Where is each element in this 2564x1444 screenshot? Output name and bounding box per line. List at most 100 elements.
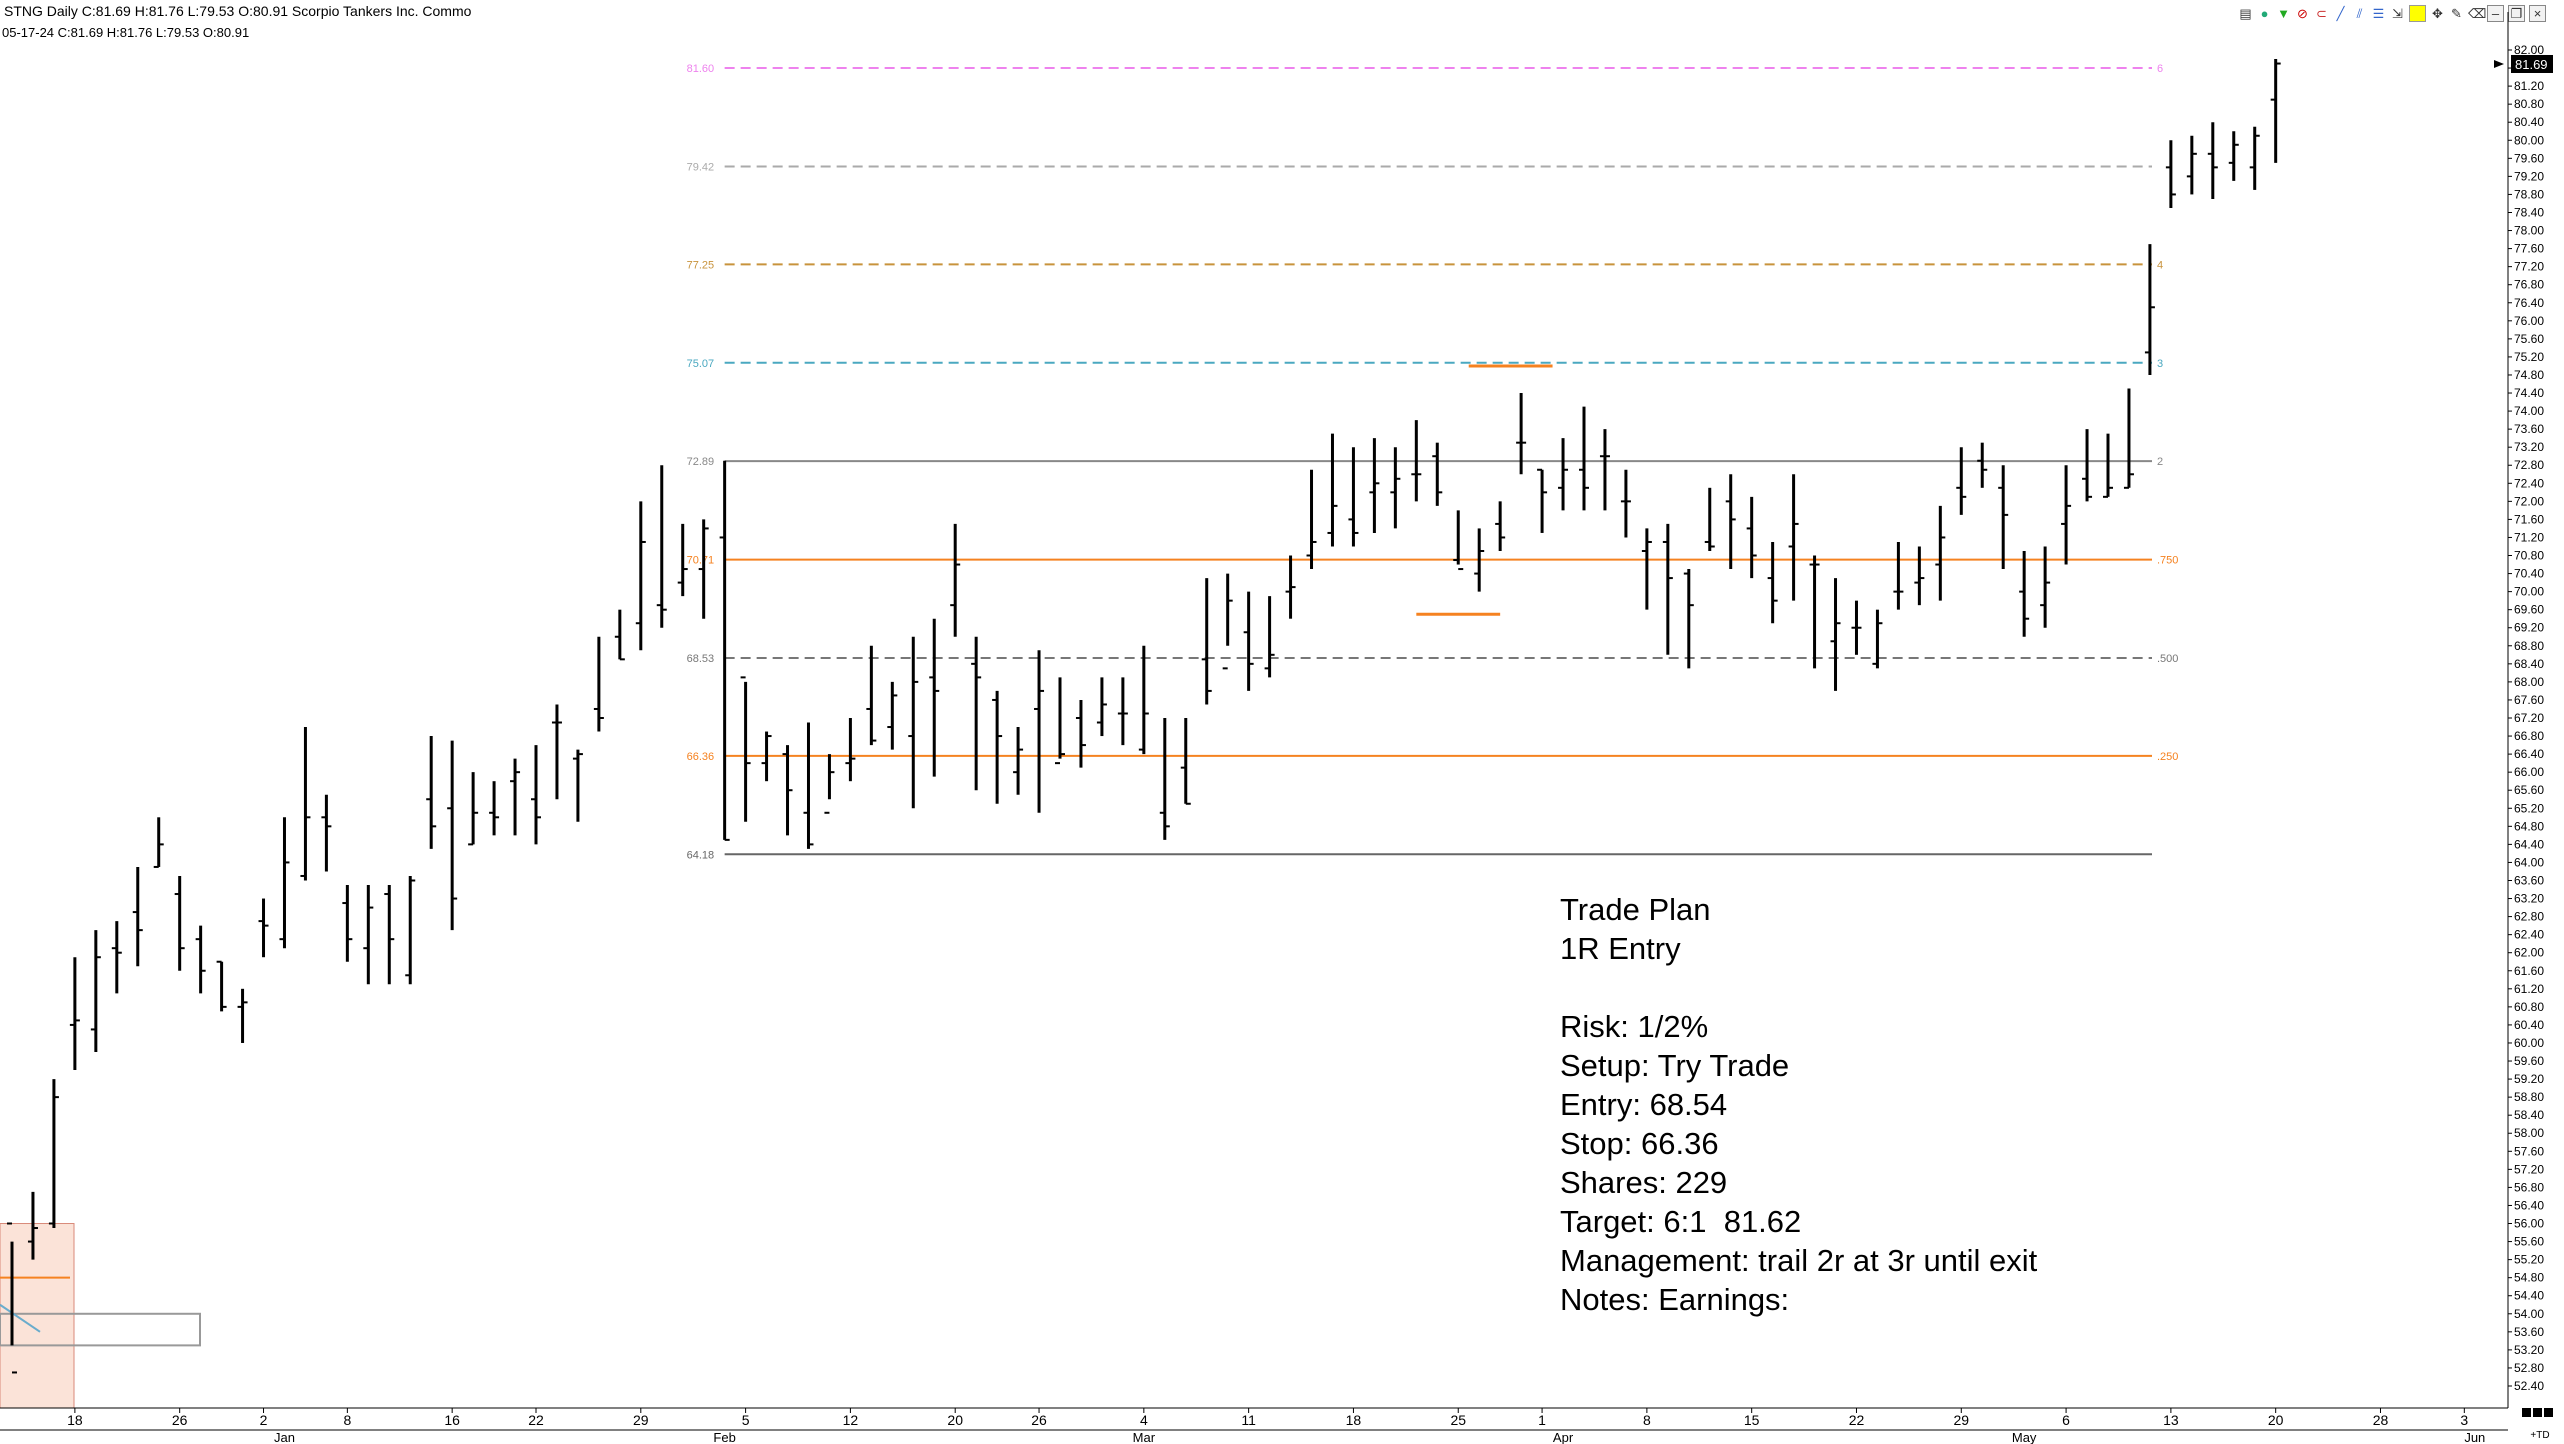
date-tick-label: 18 <box>1346 1412 1362 1428</box>
trade-plan-subtitle: 1R Entry <box>1560 931 1681 966</box>
date-tick-label: 22 <box>528 1412 544 1428</box>
highlight-region <box>0 1223 201 1409</box>
date-tick-label: 4 <box>1140 1412 1148 1428</box>
chart-header-ohlc: 05-17-24 C:81.69 H:81.76 L:79.53 O:80.91 <box>2 25 250 40</box>
price-tick-label: 74.40 <box>2514 386 2544 400</box>
level-price-label: 64.18 <box>687 849 715 861</box>
date-tick-label: 11 <box>1241 1412 1256 1428</box>
price-tick-label: 68.40 <box>2514 657 2544 671</box>
price-tick-label: 62.00 <box>2514 946 2544 960</box>
price-tick-label: 81.20 <box>2514 79 2544 93</box>
eraser-icon[interactable]: ⌫ <box>2468 5 2487 21</box>
fib-levels: 81.60 6 79.42 77.25 4 75.07 3 72.89 2 70.71 .750 68… <box>687 63 2179 861</box>
price-tick-label: 64.00 <box>2514 855 2544 869</box>
date-tick-label: 26 <box>1031 1412 1047 1428</box>
pencil-icon[interactable]: ✎ <box>2451 5 2462 21</box>
date-tick-label: 12 <box>843 1412 859 1428</box>
date-tick-label: 3 <box>2460 1412 2468 1428</box>
parallel-lines-icon[interactable]: ⫽ <box>2356 5 2363 21</box>
corner-label: +TD <box>2530 1430 2549 1441</box>
line-tool-icon[interactable]: ╱ <box>2336 5 2345 21</box>
month-label: Jan <box>274 1430 295 1444</box>
price-tick-label: 53.20 <box>2514 1343 2544 1357</box>
level-price-label: 77.25 <box>687 259 715 271</box>
scroll-end-buttons[interactable] <box>2522 1408 2553 1417</box>
trade-plan-annotation: Trade Plan 1R Entry Risk: 1/2% Setup: Tr… <box>1560 890 2037 1319</box>
scroll-end-icon[interactable] <box>2522 1408 2531 1417</box>
date-tick-label: 29 <box>1953 1412 1969 1428</box>
trade-plan-shares: Shares: 229 <box>1560 1165 1728 1200</box>
last-price-arrow <box>2494 59 2504 68</box>
level-ratio-label: .750 <box>2157 555 2178 567</box>
price-tick-label: 62.80 <box>2514 910 2544 924</box>
price-tick-label: 58.00 <box>2514 1126 2544 1140</box>
price-tick-label: 57.20 <box>2514 1162 2544 1176</box>
chart-type-icon[interactable]: ▤ <box>2239 5 2252 21</box>
price-tick-label: 60.00 <box>2514 1036 2544 1050</box>
price-tick-label: 67.60 <box>2514 693 2544 707</box>
last-price-label: 81.69 <box>2515 57 2548 72</box>
price-tick-label: 58.80 <box>2514 1090 2544 1104</box>
selection-rect <box>0 1312 201 1347</box>
price-tick-label: 76.00 <box>2514 314 2544 328</box>
indicator-icon[interactable]: ▼ <box>2277 5 2290 21</box>
hline-icon[interactable]: ☰ <box>2372 5 2385 21</box>
date-tick-label: 18 <box>67 1412 83 1428</box>
price-tick-label: 80.80 <box>2514 97 2544 111</box>
month-label: May <box>2012 1430 2037 1444</box>
price-tick-label: 56.00 <box>2514 1217 2544 1231</box>
price-tick-label: 66.00 <box>2514 765 2544 779</box>
scroll-end-icon[interactable] <box>2533 1408 2542 1417</box>
last-price-tag <box>2511 54 2553 73</box>
price-tick-label: 53.60 <box>2514 1325 2544 1339</box>
price-tick-label: 72.00 <box>2514 494 2544 508</box>
date-tick-label: 22 <box>1849 1412 1865 1428</box>
date-tick-label: 28 <box>2373 1412 2389 1428</box>
magnet-icon[interactable]: ⊂ <box>2316 5 2327 21</box>
arrow-tool-icon[interactable]: ⇲ <box>2392 5 2403 21</box>
level-price-label: 81.60 <box>687 63 715 75</box>
minimize-window-icon[interactable]: – <box>2487 4 2504 22</box>
price-tick-label: 69.20 <box>2514 621 2544 635</box>
price-tick-label: 59.20 <box>2514 1072 2544 1086</box>
color-icon[interactable]: ● <box>2260 5 2269 21</box>
price-tick-label: 80.00 <box>2514 133 2544 147</box>
scroll-end-icon[interactable] <box>2544 1408 2553 1417</box>
price-tick-label: 63.60 <box>2514 873 2544 887</box>
pan-icon[interactable]: ✥ <box>2432 5 2443 21</box>
price-tick-label: 76.40 <box>2514 296 2544 310</box>
price-tick-label: 54.00 <box>2514 1307 2544 1321</box>
level-price-label: 68.53 <box>687 653 715 665</box>
price-tick-label: 64.80 <box>2514 819 2544 833</box>
ohlc-bars <box>7 59 2281 1374</box>
price-tick-label: 75.60 <box>2514 332 2544 346</box>
price-tick-label: 63.20 <box>2514 892 2544 906</box>
trade-plan-notes: Notes: Earnings: <box>1560 1282 1790 1317</box>
price-tick-label: 64.40 <box>2514 837 2544 851</box>
price-tick-label: 60.80 <box>2514 1000 2544 1014</box>
price-tick-label: 72.40 <box>2514 476 2544 490</box>
price-tick-label: 71.60 <box>2514 512 2544 526</box>
price-tick-label: 75.20 <box>2514 350 2544 364</box>
price-tick-label: 68.00 <box>2514 675 2544 689</box>
price-tick-label: 66.40 <box>2514 747 2544 761</box>
date-tick-label: 5 <box>742 1412 750 1428</box>
date-tick-label: 15 <box>1744 1412 1760 1428</box>
price-tick-label: 72.80 <box>2514 458 2544 472</box>
price-tick-label: 65.20 <box>2514 801 2544 815</box>
drawing-toolbar: ▤ ● ▼ ⊘ ⊂ ╱ ⫽ ☰ ⇲ ✥ ✎ ⌫ – ❐ × <box>2238 3 2546 23</box>
no-entry-icon[interactable]: ⊘ <box>2297 5 2308 21</box>
rectangle-tool-icon[interactable] <box>2409 4 2426 22</box>
level-ratio-label: 3 <box>2157 358 2163 370</box>
price-tick-label: 69.60 <box>2514 603 2544 617</box>
close-window-icon[interactable]: × <box>2529 4 2546 22</box>
month-label: Jun <box>2464 1430 2485 1444</box>
date-tick-label: 2 <box>260 1412 268 1428</box>
price-tick-label: 76.80 <box>2514 278 2544 292</box>
price-tick-label: 82.00 <box>2514 43 2544 57</box>
trade-plan-stop: Stop: 66.36 <box>1560 1126 1719 1161</box>
price-tick-label: 57.60 <box>2514 1144 2544 1158</box>
price-tick-label: 70.00 <box>2514 585 2544 599</box>
trade-plan-management: Management: trail 2r at 3r until exit <box>1560 1243 2038 1278</box>
